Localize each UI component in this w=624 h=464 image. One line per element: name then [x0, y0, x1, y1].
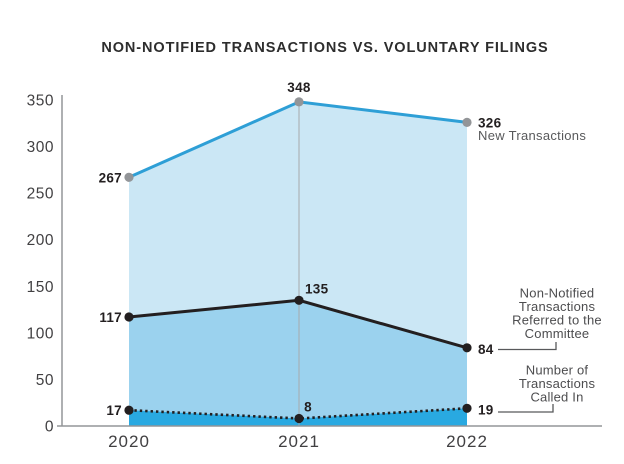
annotation-called-in-line-1: Number of	[526, 363, 589, 378]
point-number-of-transactions-called-in-2020	[124, 405, 134, 415]
y-tick-label-350: 350	[27, 93, 54, 110]
value-label-new-transactions-2020: 267	[99, 170, 122, 185]
value-label-non-notified-transactions-referred-to-the-committee-2020: 117	[99, 310, 122, 325]
series-label-new-transactions: New Transactions	[478, 128, 586, 143]
annotation-called-in-line-2: Transactions	[519, 376, 596, 391]
x-tick-label-2022: 2022	[446, 432, 488, 451]
area-fill-non-notified-transactions-referred-to-the-committee	[129, 300, 467, 426]
connector-referred	[498, 342, 557, 351]
value-label-number-of-transactions-called-in-2021: 8	[304, 400, 312, 415]
y-tick-label-300: 300	[27, 139, 54, 156]
value-label-number-of-transactions-called-in-2022: 19	[478, 402, 494, 417]
area-fill-number-of-transactions-called-in	[129, 408, 467, 426]
point-number-of-transactions-called-in-2022	[462, 403, 472, 413]
x-tick-label-2021: 2021	[278, 432, 320, 451]
value-label-new-transactions-2022: 326	[478, 115, 502, 130]
annotation-called-in-line-3: Called In	[530, 390, 583, 405]
annotation-referred-line-1: Non-Notified	[520, 286, 595, 301]
point-new-transactions-2022	[462, 117, 472, 127]
point-non-notified-transactions-referred-to-the-committee-2021	[294, 295, 304, 305]
y-tick-label-100: 100	[27, 325, 54, 342]
value-label-non-notified-transactions-referred-to-the-committee-2022: 84	[478, 342, 494, 357]
point-new-transactions-2021	[294, 97, 304, 107]
point-non-notified-transactions-referred-to-the-committee-2020	[124, 312, 134, 322]
y-tick-label-200: 200	[27, 232, 54, 249]
point-number-of-transactions-called-in-2021	[294, 413, 304, 424]
y-tick-label-250: 250	[27, 186, 54, 203]
point-new-transactions-2020	[124, 172, 134, 182]
annotation-referred-line-4: Committee	[525, 326, 590, 341]
value-label-new-transactions-2021: 348	[287, 80, 311, 95]
y-tick-label-150: 150	[27, 279, 54, 296]
annotation-referred-line-2: Transactions	[519, 299, 596, 314]
value-label-number-of-transactions-called-in-2020: 17	[106, 403, 122, 418]
connector-called-in	[498, 404, 554, 413]
y-tick-label-50: 50	[36, 372, 54, 389]
annotation-referred-line-3: Referred to the	[512, 313, 602, 328]
value-label-non-notified-transactions-referred-to-the-committee-2021: 135	[305, 281, 329, 296]
x-tick-label-2020: 2020	[108, 432, 150, 451]
series-line-number-of-transactions-called-in	[128, 407, 468, 420]
y-tick-label-0: 0	[45, 419, 54, 436]
chart-title: NON-NOTIFIED TRANSACTIONS VS. VOLUNTARY …	[101, 40, 549, 56]
point-non-notified-transactions-referred-to-the-committee-2022	[462, 343, 472, 353]
